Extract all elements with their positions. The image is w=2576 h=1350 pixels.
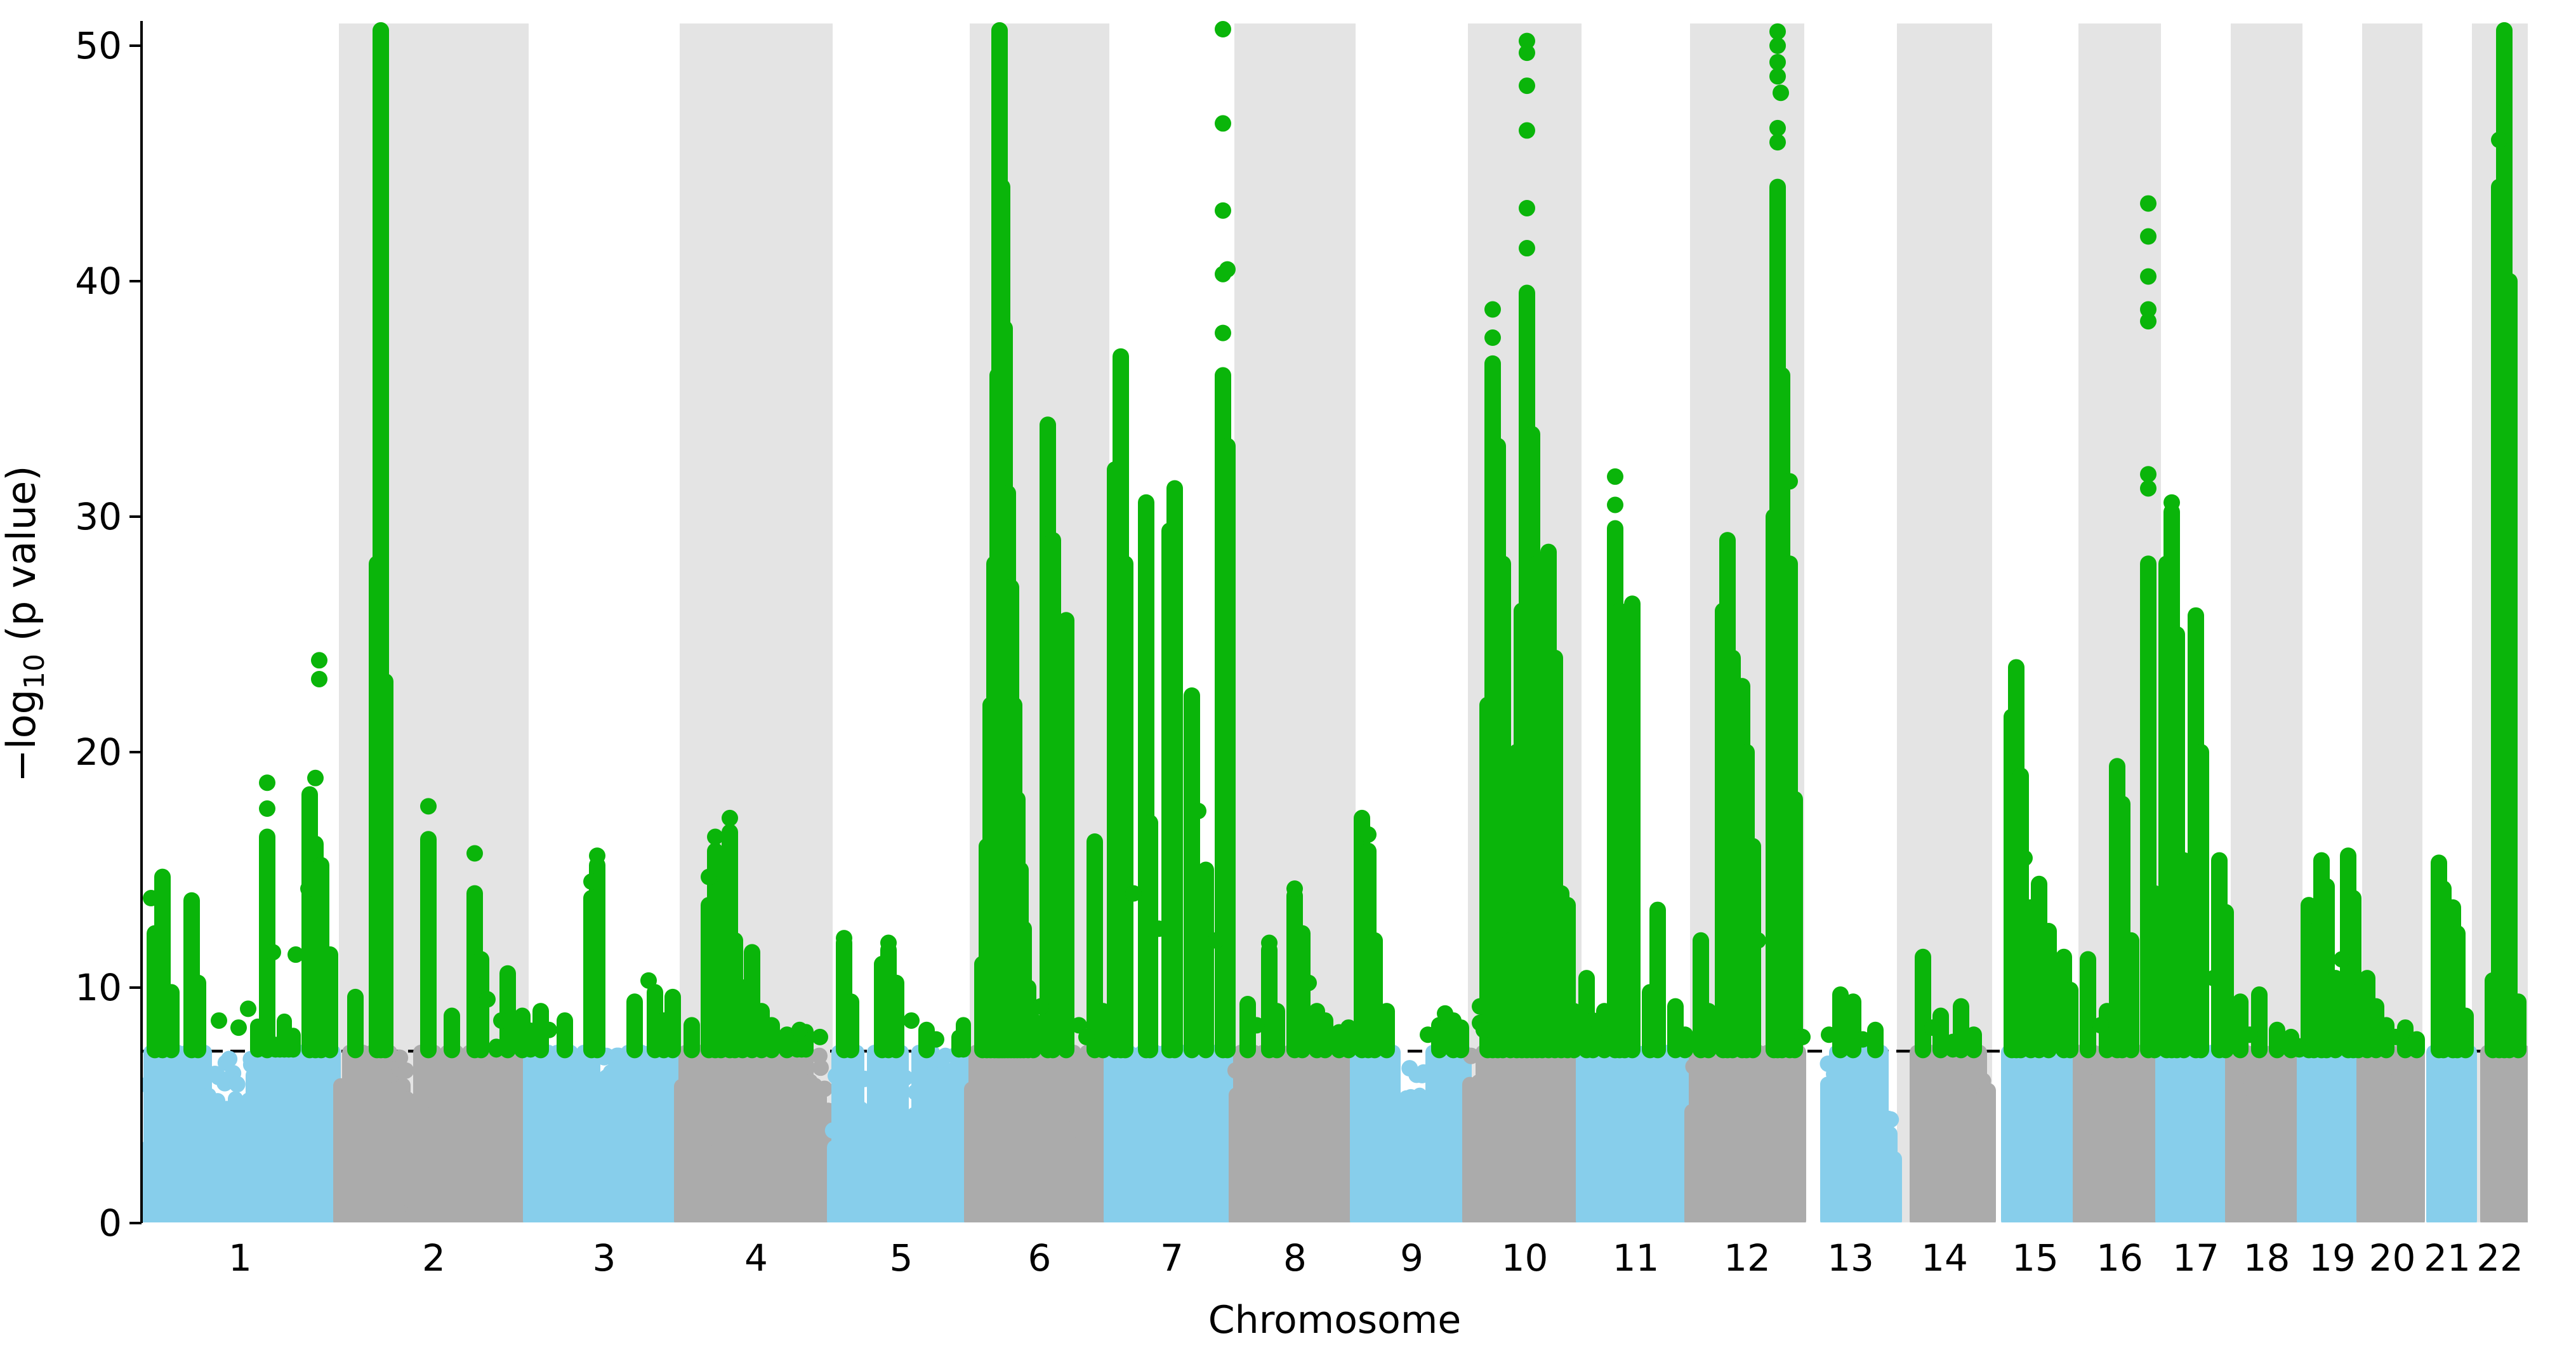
y-axis-tick-labels: 0 10 20 30 40 50 xyxy=(75,24,122,1245)
y-tick-label: 0 xyxy=(98,1201,122,1245)
y-axis-title: −log10 (p value) xyxy=(0,466,51,783)
chromosome-label: 16 xyxy=(2096,1236,2143,1280)
chromosome-label: 11 xyxy=(1613,1236,1660,1280)
chromosome-label: 10 xyxy=(1502,1236,1549,1280)
chromosome-label: 14 xyxy=(1921,1236,1968,1280)
chromosome-label: 8 xyxy=(1283,1236,1307,1280)
x-axis-title: Chromosome xyxy=(1208,1298,1461,1342)
chromosome-label: 13 xyxy=(1827,1236,1874,1280)
chromosome-label: 9 xyxy=(1400,1236,1423,1280)
y-tick-label: 10 xyxy=(75,966,122,1009)
chromosome-label: 15 xyxy=(2012,1236,2059,1280)
axes-spines-ticks xyxy=(129,21,143,1224)
chromosome-label: 17 xyxy=(2172,1236,2219,1280)
chromosome-label: 1 xyxy=(228,1236,252,1280)
chromosome-label: 4 xyxy=(744,1236,768,1280)
significant-snp-points xyxy=(143,21,2526,1059)
nonsignificant-snp-points xyxy=(142,1045,2528,1222)
chromosome-label: 7 xyxy=(1160,1236,1184,1280)
chromosome-label: 12 xyxy=(1724,1236,1771,1280)
y-axis-title-subscript: 10 xyxy=(18,654,51,689)
y-axis-title-rest: (p value) xyxy=(0,466,44,654)
chromosome-label: 19 xyxy=(2309,1236,2356,1280)
chromosome-label: 18 xyxy=(2243,1236,2290,1280)
y-tick-label: 20 xyxy=(75,731,122,774)
chromosome-label: 20 xyxy=(2369,1236,2416,1280)
y-tick-label: 30 xyxy=(75,495,122,538)
y-tick-label: 40 xyxy=(75,260,122,303)
chromosome-label: 21 xyxy=(2424,1236,2471,1280)
y-axis-title-main: −log xyxy=(0,689,44,782)
chromosome-label: 6 xyxy=(1028,1236,1052,1280)
chromosome-label: 3 xyxy=(593,1236,616,1280)
chromosome-label: 5 xyxy=(890,1236,913,1280)
chromosome-label: 22 xyxy=(2476,1236,2523,1280)
chromosome-label: 2 xyxy=(422,1236,446,1280)
chromosome-tick-labels: 1 2 3 4 5 6 7 8 9 10 11 12 13 14 15 16 17 18 19 20 21 22 xyxy=(228,1236,2523,1280)
y-tick-label: 50 xyxy=(75,24,122,67)
